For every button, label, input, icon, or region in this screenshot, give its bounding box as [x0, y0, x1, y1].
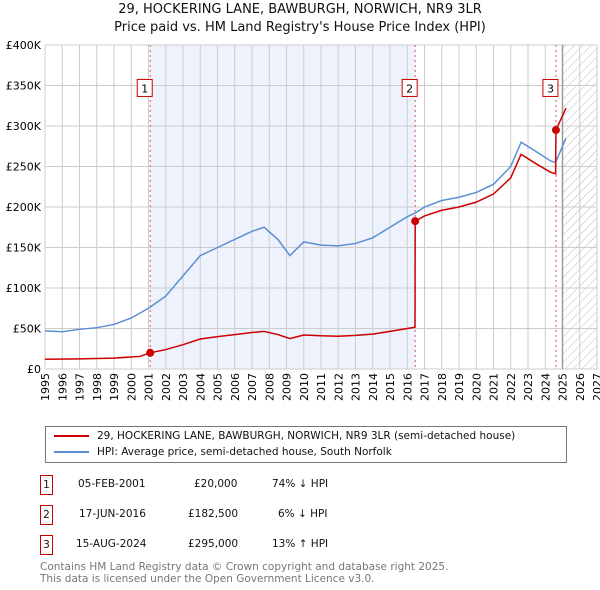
x-tick-label: 2026: [574, 373, 587, 401]
footer-line: Contains HM Land Registry data © Crown c…: [40, 561, 449, 573]
x-tick-label: 2018: [436, 373, 449, 401]
y-tick-label: £350K: [6, 80, 42, 93]
hpi-line: [44, 137, 567, 333]
x-tick-label: 2003: [177, 373, 190, 401]
property-price-line: [44, 107, 567, 361]
x-tick-label: 2007: [246, 373, 259, 401]
sale-date: 15-AUG-2024: [76, 538, 147, 550]
y-tick-label: £250K: [6, 161, 42, 174]
legend-label: HPI: Average price, semi-detached house,…: [97, 446, 392, 458]
x-tick-label: 2021: [488, 373, 501, 401]
x-tick-label: 2005: [212, 373, 225, 401]
sale-marker-badge: 1: [40, 475, 53, 495]
sale-marker-badge: 3: [40, 535, 53, 555]
chart-subtitle: Price paid vs. HM Land Registry's House …: [114, 20, 486, 35]
x-tick-label: 2022: [505, 373, 518, 401]
sale-date: 17-JUN-2016: [79, 508, 146, 520]
legend: 29, HOCKERING LANE, BAWBURGH, NORWICH, N…: [45, 426, 567, 463]
x-tick-label: 2019: [453, 373, 466, 401]
sale-label-box: [542, 78, 559, 97]
x-tick-label: 1999: [108, 373, 121, 401]
sale-point: [146, 348, 155, 357]
sale-hpi: 74% ↓ HPI: [272, 478, 329, 490]
x-tick-label: 2014: [367, 373, 380, 401]
sale-point: [411, 217, 420, 226]
x-tick-label: 2023: [522, 373, 535, 401]
legend-item-hpi: HPI: Average price, semi-detached house,…: [54, 446, 392, 458]
sale-price: £295,000: [188, 538, 239, 550]
legend-label: 29, HOCKERING LANE, BAWBURGH, NORWICH, N…: [97, 430, 516, 442]
red-line-swatch: [54, 435, 89, 437]
x-tick-label: 2011: [315, 373, 328, 401]
y-tick-label: £300K: [6, 120, 42, 133]
x-tick-label: 2017: [419, 373, 432, 401]
x-tick-label: 2002: [160, 373, 173, 401]
sale-price: £182,500: [188, 508, 239, 520]
x-tick-label: 2010: [298, 373, 311, 401]
sale-label-box: [401, 78, 418, 97]
x-tick-label: 2020: [470, 373, 483, 401]
blue-line-swatch: [54, 451, 89, 453]
footer-line: This data is licensed under the Open Gov…: [40, 573, 375, 585]
x-tick-label: 2009: [281, 373, 294, 401]
x-tick-label: 2015: [384, 373, 397, 401]
sale-point: [551, 126, 560, 135]
sale-label: 2: [406, 82, 413, 95]
sale-hpi: 13% ↑ HPI: [272, 538, 329, 550]
x-tick-label: 2008: [263, 373, 276, 401]
y-tick-label: £100K: [6, 282, 42, 295]
sale-marker-badge: 2: [40, 505, 53, 525]
x-tick-label: 1997: [74, 373, 87, 401]
x-tick-label: 2012: [332, 373, 345, 401]
sale-hpi: 6% ↓ HPI: [278, 508, 328, 520]
y-tick-label: £0: [27, 363, 41, 376]
x-tick-label: 2001: [143, 373, 156, 401]
x-tick-label: 2004: [194, 373, 207, 401]
x-tick-label: 2006: [229, 373, 242, 401]
x-tick-label: 2016: [401, 373, 414, 401]
sale-date: 05-FEB-2001: [78, 478, 146, 490]
sale-label-box: [136, 78, 153, 97]
sale-label: 1: [141, 82, 148, 95]
y-tick-label: £400K: [6, 39, 42, 52]
x-tick-label: 1996: [56, 373, 69, 401]
y-tick-label: £150K: [6, 242, 42, 255]
x-tick-label: 2024: [539, 373, 552, 401]
sale-price: £20,000: [194, 478, 238, 490]
y-tick-label: £50K: [13, 323, 42, 336]
legend-item-property: 29, HOCKERING LANE, BAWBURGH, NORWICH, N…: [54, 430, 515, 442]
footer: Contains HM Land Registry data © Crown c…: [40, 561, 448, 585]
y-tick-label: £200K: [6, 201, 42, 214]
x-tick-label: 1995: [39, 373, 52, 401]
x-tick-label: 1998: [91, 373, 104, 401]
price-chart: 1995 1996 1997 1998 1999 2000 2001 2002 2003 2004…: [6, 39, 600, 401]
x-tick-label: 2025: [557, 373, 570, 401]
sale-label: 3: [547, 82, 554, 95]
x-tick-label: 2013: [350, 373, 363, 401]
x-tick-label: 2000: [125, 373, 138, 401]
chart-title: 29, HOCKERING LANE, BAWBURGH, NORWICH, N…: [118, 2, 482, 17]
x-tick-label: 2027: [591, 373, 600, 401]
